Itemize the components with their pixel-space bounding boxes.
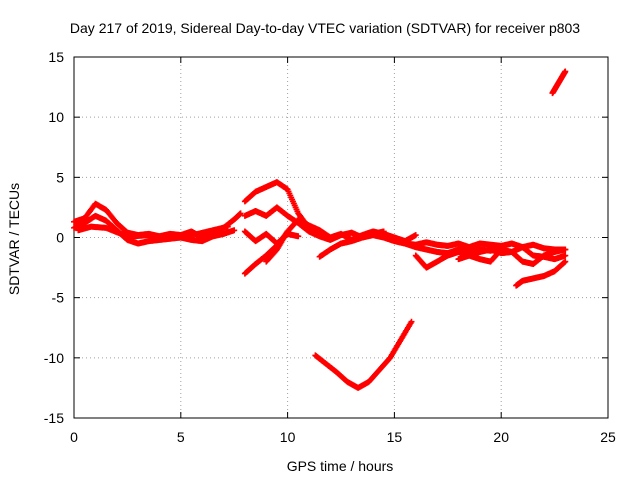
- x-tick-label: 5: [177, 429, 185, 445]
- data-point: [412, 232, 419, 239]
- series-track-f: [241, 228, 302, 247]
- data-series: [71, 68, 569, 391]
- data-point: [561, 259, 568, 266]
- y-tick-label: 15: [48, 49, 64, 65]
- y-tick-label: 0: [56, 230, 64, 246]
- chart-title: Day 217 of 2019, Sidereal Day-to-day VTE…: [70, 20, 580, 36]
- series-track-n: [312, 318, 415, 391]
- series-track-h: [263, 216, 334, 265]
- axis-ticks: 0 5 10 15 20 25 -15 -10 -5 0 5 10 15: [44, 49, 616, 445]
- y-tick-label: -15: [44, 410, 64, 426]
- data-point: [562, 258, 569, 265]
- x-tick-label: 10: [280, 429, 296, 445]
- series-track-c: [75, 223, 231, 242]
- data-point: [562, 68, 569, 75]
- data-point: [295, 233, 302, 240]
- series-track-o: [549, 68, 569, 97]
- series-track-e: [241, 204, 387, 243]
- data-point: [237, 210, 244, 217]
- y-axis-label: SDTVAR / TECUs: [6, 183, 22, 295]
- data-point: [408, 318, 415, 325]
- series-track-m: [513, 258, 569, 289]
- data-point: [562, 252, 569, 259]
- x-axis-label: GPS time / hours: [287, 458, 394, 474]
- y-tick-label: 10: [48, 109, 64, 125]
- series-track-l: [455, 246, 569, 267]
- data-point: [231, 227, 238, 234]
- data-point: [562, 246, 569, 253]
- x-tick-label: 20: [493, 429, 509, 445]
- data-point: [327, 234, 334, 241]
- y-tick-label: -5: [52, 290, 65, 306]
- x-tick-label: 25: [600, 429, 616, 445]
- y-tick-label: 5: [56, 169, 64, 185]
- x-tick-label: 0: [70, 429, 78, 445]
- data-point: [224, 223, 231, 230]
- x-tick-label: 15: [387, 429, 403, 445]
- y-tick-label: -10: [44, 350, 64, 366]
